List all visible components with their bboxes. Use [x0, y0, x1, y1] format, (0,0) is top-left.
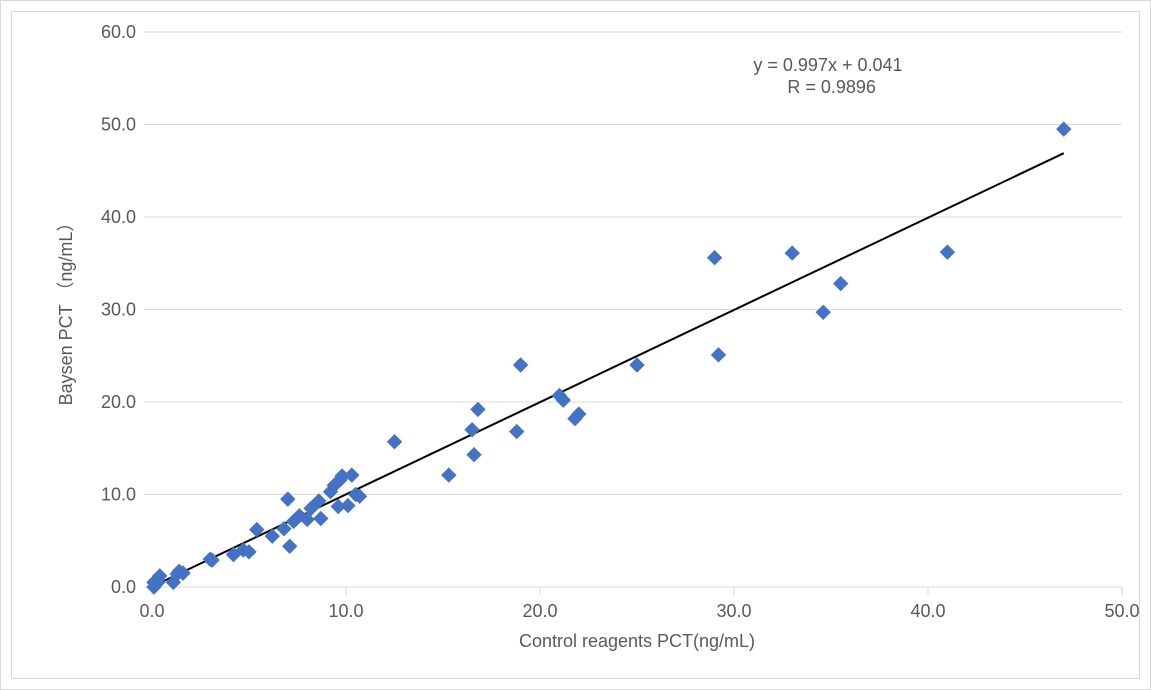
data-point	[711, 348, 725, 362]
data-point	[785, 246, 799, 260]
data-point	[442, 468, 456, 482]
data-point	[283, 539, 297, 553]
scatter-chart: 0.0 10.0 20.0 30.0 40.0 50.0 60.0 0.0 10.0 20.0 30…	[12, 12, 1139, 678]
y-tick-label: 10.0	[101, 485, 136, 505]
y-tick-label: 50.0	[101, 115, 136, 135]
chart-inner-border: 0.0 10.0 20.0 30.0 40.0 50.0 60.0 0.0 10.0 20.0 30…	[11, 11, 1140, 679]
x-tick-label: 40.0	[910, 601, 945, 621]
data-point	[940, 245, 954, 259]
data-point	[514, 358, 528, 372]
data-point	[510, 425, 524, 439]
y-tick-label: 60.0	[101, 22, 136, 42]
y-tick-label: 40.0	[101, 207, 136, 227]
data-point	[467, 448, 481, 462]
data-point	[465, 423, 479, 437]
data-point	[341, 499, 355, 513]
data-point	[388, 435, 402, 449]
y-tick-label: 20.0	[101, 392, 136, 412]
data-point	[708, 251, 722, 265]
chart-outer-border: 0.0 10.0 20.0 30.0 40.0 50.0 60.0 0.0 10.0 20.0 30…	[0, 0, 1151, 690]
x-tick-label: 10.0	[328, 601, 363, 621]
r-value-label: R = 0.9896	[787, 77, 876, 97]
equation-label: y = 0.997x + 0.041	[753, 55, 902, 75]
x-axis-title: Control reagents PCT(ng/mL)	[519, 631, 755, 651]
data-point	[314, 512, 328, 526]
x-tick-label: 0.0	[139, 601, 164, 621]
x-tick-label: 50.0	[1104, 601, 1139, 621]
data-point	[471, 402, 485, 416]
y-tick-label: 0.0	[111, 577, 136, 597]
data-point	[816, 305, 830, 319]
data-point	[630, 358, 644, 372]
y-axis-title: Baysen PCT （ng/mL）	[56, 214, 76, 406]
x-tick-label: 30.0	[716, 601, 751, 621]
data-point	[834, 277, 848, 291]
x-tick-label: 20.0	[522, 601, 557, 621]
y-tick-label: 30.0	[101, 300, 136, 320]
